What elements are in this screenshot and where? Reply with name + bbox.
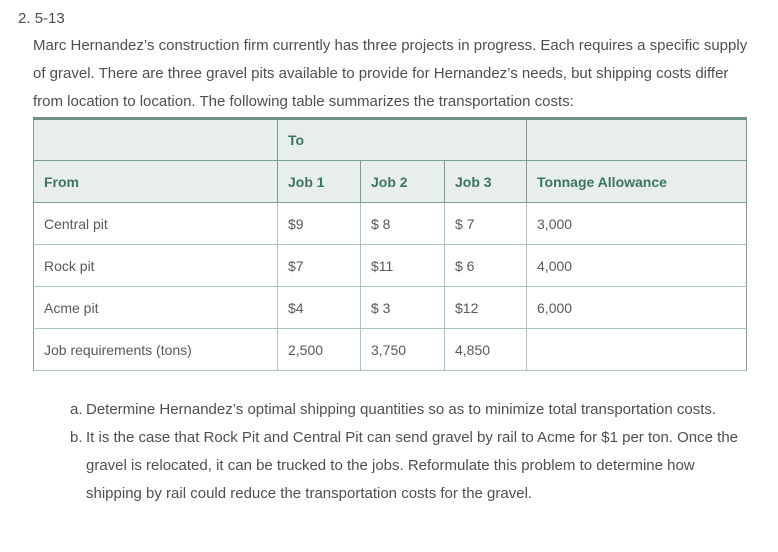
intro-line: Marc Hernandez’s construction firm curre… (33, 37, 748, 54)
tonnage-cell: 6,000 (526, 286, 748, 329)
table-header-row-columns: From Job 1 Job 2 Job 3 Tonnage Allowance (33, 160, 748, 203)
question-b-line: gravel is relocated, it can be trucked t… (86, 457, 695, 474)
transportation-costs-table: To From Job 1 Job 2 Job 3 Tonnage Allowa… (33, 117, 748, 371)
column-header-tonnage-allowance: Tonnage Allowance (526, 160, 748, 203)
table-row-acme-pit: Acme pit $4 $ 3 $12 6,000 (33, 286, 748, 329)
table-header-row-to: To (33, 117, 748, 161)
problem-heading: 2. 5-13 (18, 9, 778, 29)
question-b-marker: b. (70, 429, 83, 446)
cost-cell: $ 6 (443, 244, 528, 287)
row-label: Job requirements (tons) (33, 328, 278, 371)
cost-cell: $ 3 (360, 286, 445, 329)
intro-line: from location to location. The following… (33, 93, 574, 110)
row-label: Rock pit (33, 244, 278, 287)
question-a-text: Determine Hernandez’s optimal shipping q… (86, 396, 716, 424)
table-row-central-pit: Central pit $9 $ 8 $ 7 3,000 (33, 202, 748, 245)
cost-cell: $9 (277, 202, 361, 245)
column-header-job1: Job 1 (277, 160, 361, 203)
empty-header-cell (33, 117, 278, 161)
question-b-line: It is the case that Rock Pit and Central… (86, 429, 739, 446)
cost-cell: $11 (360, 244, 445, 287)
questions-list: a. Determine Hernandez’s optimal shippin… (70, 396, 778, 508)
question-a: a. Determine Hernandez’s optimal shippin… (70, 396, 778, 424)
row-label: Central pit (33, 202, 278, 245)
requirement-cell: 2,500 (277, 328, 361, 371)
intro-paragraph: Marc Hernandez’s construction firm curre… (33, 32, 778, 116)
requirement-cell: 4,850 (443, 328, 528, 371)
cost-cell: $ 8 (360, 202, 445, 245)
tonnage-cell: 3,000 (526, 202, 748, 245)
cost-cell: $12 (443, 286, 528, 329)
question-a-marker: a. (70, 401, 83, 418)
question-a-line: Determine Hernandez’s optimal shipping q… (86, 401, 717, 418)
question-b: b. It is the case that Rock Pit and Cent… (70, 424, 778, 508)
problem-number: 2. (18, 10, 31, 27)
question-b-text: It is the case that Rock Pit and Central… (86, 424, 738, 508)
empty-header-cell (526, 117, 748, 161)
question-b-line: shipping by rail could reduce the transp… (86, 485, 533, 502)
tonnage-cell: 4,000 (526, 244, 748, 287)
column-header-job2: Job 2 (360, 160, 445, 203)
empty-cell (526, 328, 748, 371)
cost-cell: $7 (277, 244, 361, 287)
column-header-from: From (33, 160, 278, 203)
cost-cell: $4 (277, 286, 361, 329)
table-row-rock-pit: Rock pit $7 $11 $ 6 4,000 (33, 244, 748, 287)
row-label: Acme pit (33, 286, 278, 329)
to-header-cell: To (276, 117, 528, 161)
column-header-job3: Job 3 (443, 160, 528, 203)
cost-cell: $ 7 (443, 202, 528, 245)
problem-code: 5-13 (34, 10, 65, 27)
table-row-job-requirements: Job requirements (tons) 2,500 3,750 4,85… (33, 328, 748, 371)
intro-line: of gravel. There are three gravel pits a… (33, 65, 729, 82)
requirement-cell: 3,750 (360, 328, 445, 371)
